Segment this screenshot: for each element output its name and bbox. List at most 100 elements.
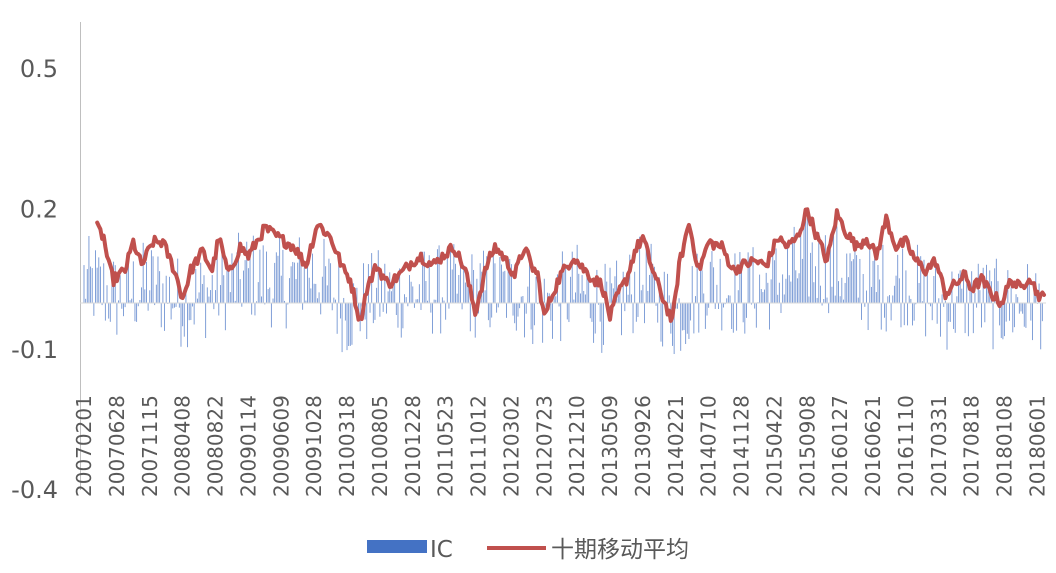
ic-bar: [869, 244, 871, 303]
ic-bar: [146, 261, 147, 303]
ic-bar: [588, 276, 590, 303]
x-tick-label: 20150908: [795, 395, 819, 497]
ic-bar: [773, 260, 775, 303]
ic-bar: [285, 303, 287, 329]
ic-bar: [381, 271, 382, 303]
ic-bar: [224, 303, 226, 331]
ic-bar: [458, 274, 460, 303]
ic-bar: [1009, 303, 1010, 321]
ic-bar: [436, 249, 438, 303]
ic-bar: [491, 303, 493, 318]
ic-bar: [926, 271, 928, 303]
ic-bar: [325, 266, 327, 303]
ic-bar: [668, 295, 670, 303]
ic-bar: [979, 290, 981, 303]
ic-bar: [435, 299, 437, 303]
ic-bar: [519, 303, 521, 309]
ic-bar: [121, 303, 123, 309]
ic-bar: [856, 255, 858, 303]
ic-bar: [946, 303, 948, 350]
ic-bar: [936, 303, 938, 324]
ic-bar: [792, 241, 793, 303]
ic-bar: [895, 275, 897, 303]
ic-bar: [953, 303, 955, 330]
ic-bar: [201, 283, 203, 303]
ic-bar: [928, 303, 930, 305]
ic-bar: [565, 267, 567, 303]
ic-bar: [413, 303, 415, 308]
ic-bar: [777, 294, 779, 303]
ic-bar: [141, 287, 142, 303]
ic-bar: [879, 279, 881, 303]
ic-bar: [86, 269, 88, 303]
ic-bar: [356, 287, 358, 303]
ic-bar: [1000, 303, 1002, 338]
ic-bar: [351, 303, 353, 345]
x-tick-label: 20170818: [960, 395, 984, 497]
ic-bar: [721, 303, 723, 331]
ic-bar: [509, 258, 511, 303]
ic-bar: [369, 303, 371, 313]
ic-bar: [525, 303, 527, 314]
ic-bar: [714, 303, 716, 309]
ic-bar: [676, 303, 678, 309]
ic-bar: [443, 300, 445, 303]
ic-bar: [742, 303, 744, 323]
ic-bar: [132, 261, 134, 303]
ic-bar: [964, 303, 966, 334]
ic-bar: [428, 255, 430, 303]
ic-bar: [469, 303, 471, 332]
ic-bar: [999, 303, 1001, 326]
ic-bar: [1023, 303, 1025, 327]
ic-bar: [731, 303, 733, 329]
ic-bar: [736, 303, 738, 331]
ic-bar: [1013, 303, 1015, 328]
ic-bar: [377, 250, 379, 303]
ic-bar: [183, 303, 185, 337]
ic-bar: [699, 269, 701, 303]
ic-bar: [249, 257, 251, 303]
ic-bar: [517, 303, 519, 317]
ic-bar: [196, 298, 198, 303]
ic-bar: [211, 275, 213, 303]
ic-bar: [302, 303, 304, 310]
ic-bar: [182, 303, 184, 327]
ic-bar: [333, 297, 335, 303]
ic-bar: [974, 292, 976, 303]
ic-bar: [108, 303, 110, 319]
ic-bar: [568, 303, 570, 323]
ic-bar: [680, 303, 682, 351]
ic-bar: [374, 303, 376, 320]
ic-bar: [487, 303, 489, 321]
ic-bar: [578, 273, 580, 303]
ic-bar: [724, 303, 726, 305]
ic-bar: [124, 303, 126, 308]
ic-bar: [390, 291, 392, 303]
ic-bar: [870, 286, 872, 303]
ic-bar: [277, 255, 279, 303]
ic-bar: [149, 290, 151, 303]
ic-bar: [506, 303, 507, 318]
legend-ic-swatch: [367, 540, 427, 553]
ic-bar: [686, 303, 688, 334]
legend-ic-label: IC: [430, 537, 453, 563]
ic-bar: [169, 276, 170, 303]
ic-bar: [599, 303, 601, 322]
ic-bar: [915, 303, 917, 305]
ic-bar: [187, 303, 189, 348]
ic-bar: [609, 267, 611, 303]
ic-bar: [106, 285, 108, 303]
x-tick-label: 20070201: [72, 395, 96, 497]
ic-bar: [775, 248, 777, 303]
ic-bar: [361, 303, 363, 307]
ic-bar: [1040, 303, 1042, 350]
x-tick-label: 20090114: [236, 395, 260, 497]
ic-bar: [806, 217, 808, 303]
x-tick-label: 20111012: [467, 395, 491, 497]
ic-bar: [857, 297, 859, 303]
ic-bar: [967, 303, 969, 337]
ic-bar: [642, 284, 644, 303]
ic-bar: [650, 243, 652, 303]
ic-bar: [726, 298, 728, 303]
ic-bar: [298, 237, 300, 303]
